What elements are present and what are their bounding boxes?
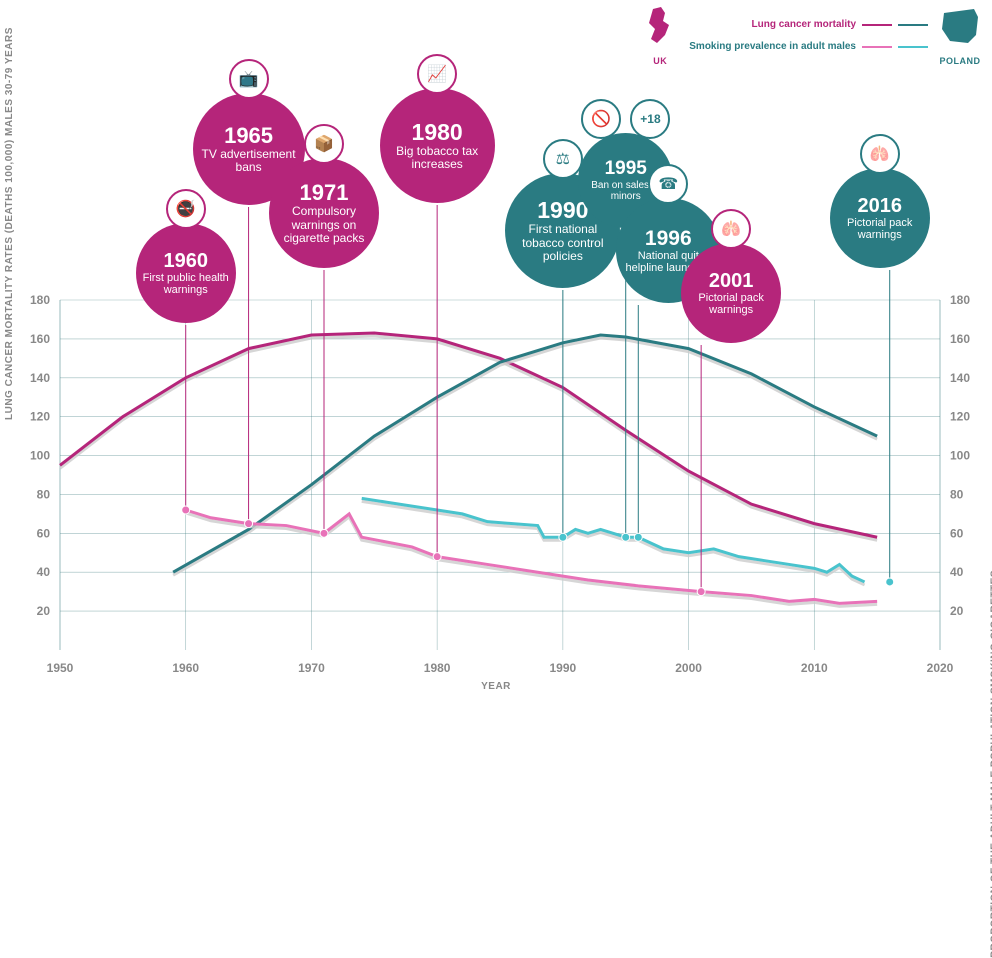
svg-text:100: 100 (30, 449, 50, 463)
svg-text:1980: 1980 (424, 661, 451, 675)
svg-text:60: 60 (37, 526, 51, 540)
svg-text:100: 100 (950, 449, 970, 463)
event-2001: 🫁2001Pictorial pack warnings (681, 209, 781, 343)
svg-text:20: 20 (37, 604, 51, 618)
event-2016: 🫁2016Pictorial pack warnings (830, 134, 930, 268)
svg-text:1970: 1970 (298, 661, 325, 675)
svg-text:1990: 1990 (550, 661, 577, 675)
y-left-axis-label: LUNG CANCER MORTALITY RATES (DEATHS 100,… (4, 27, 15, 420)
svg-text:2000: 2000 (675, 661, 702, 675)
svg-text:140: 140 (950, 371, 970, 385)
svg-text:80: 80 (950, 487, 964, 501)
svg-text:60: 60 (950, 526, 964, 540)
svg-text:180: 180 (950, 293, 970, 307)
svg-text:40: 40 (37, 565, 51, 579)
svg-text:2010: 2010 (801, 661, 828, 675)
svg-text:80: 80 (37, 487, 51, 501)
svg-text:20: 20 (950, 604, 964, 618)
event-1980: 📈1980Big tobacco tax increases (380, 54, 495, 203)
svg-text:180: 180 (30, 293, 50, 307)
x-axis-label: YEAR (481, 681, 511, 692)
svg-text:120: 120 (950, 410, 970, 424)
chart-svg: 2020404060608080100100120120140140160160… (0, 0, 992, 700)
event-1960: 🚭1960First public health warnings (136, 189, 236, 323)
event-1971: 📦1971Compulsory warnings on cigarette pa… (269, 124, 379, 268)
svg-text:140: 140 (30, 371, 50, 385)
svg-text:2020: 2020 (927, 661, 954, 675)
chart-container: UK Lung cancer mortality Smoking prevale… (0, 0, 992, 700)
svg-text:160: 160 (950, 332, 970, 346)
svg-text:1960: 1960 (172, 661, 199, 675)
series-uk_mortality (60, 333, 877, 537)
svg-text:120: 120 (30, 410, 50, 424)
svg-text:1950: 1950 (47, 661, 74, 675)
svg-text:40: 40 (950, 565, 964, 579)
svg-text:160: 160 (30, 332, 50, 346)
